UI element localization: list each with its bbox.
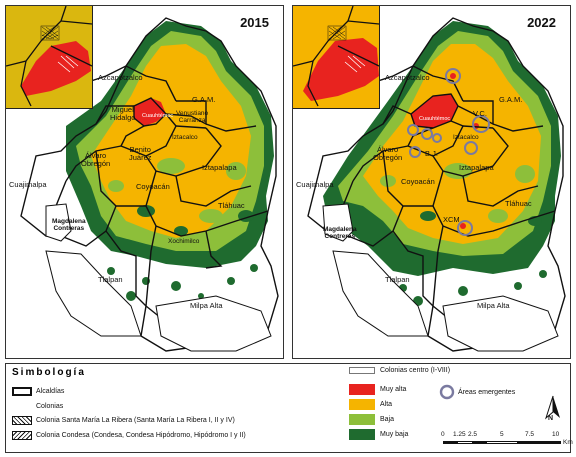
alcaldia-swatch (12, 387, 32, 396)
label-tlalpan: Tlalpan (98, 275, 123, 284)
category-label-2: Baja (380, 416, 395, 423)
year-label-2015: 2015 (240, 15, 269, 30)
urban-area-veryhigh (411, 94, 458, 128)
legend-areas-emergentes: Áreas emergentes (458, 389, 516, 396)
label-miguel-hidalgo: Miguel Hidalgo (110, 105, 136, 122)
inset-map-2022 (293, 6, 380, 109)
category-swatch-2 (349, 414, 375, 425)
map-2015-svg (20, 17, 279, 352)
category-swatch-3 (349, 429, 375, 440)
scale-tick-5: 10 (552, 431, 560, 438)
scale-tick-0: 0 (441, 431, 445, 438)
legend-alcaldias: Alcaldías (36, 388, 65, 395)
label-magdalena-contreras: Magdalena Contreras (52, 218, 86, 232)
label-tlahuac: Tláhuac (218, 201, 245, 210)
category-swatch-1 (349, 399, 375, 410)
label-iztapalapa: Iztapalapa (202, 163, 237, 172)
scale-tick-4: 7.5 (525, 431, 535, 438)
legend: Simbología Alcaldías Colonias Colonia Sa… (5, 363, 573, 453)
label-benito-juarez: Benito Juárez (129, 145, 152, 162)
colonias-centro-swatch (349, 367, 375, 374)
label-bj: B.J. (425, 149, 438, 158)
inset-map-2015 (6, 6, 93, 109)
scale-unit: Km (563, 439, 573, 446)
north-label: N (548, 415, 554, 422)
emergent-area-icon (439, 384, 455, 400)
scale-tick-3: 5 (500, 431, 504, 438)
santa-maria-swatch (12, 416, 32, 425)
label-vc: V.C. (473, 109, 487, 118)
category-swatch-0 (349, 384, 375, 395)
map-panel-2015: 2015 Cuajimalpa Azcapotzalco G.A.M. Migu… (5, 5, 284, 359)
emergent-areas (407, 68, 490, 236)
map-panel-2022: 2022 Cuajimalpa Azcapotzalco G.A.M. V.C.… (292, 5, 571, 359)
label-cuajimalpa: Cuajimalpa (9, 180, 47, 189)
scale-tick-1: 1.25 (453, 431, 466, 438)
label-azcapotzalco: Azcapotzalco (385, 73, 430, 82)
label-azcapotzalco: Azcapotzalco (98, 73, 143, 82)
legend-title: Simbología (12, 367, 86, 378)
north-arrow-icon (544, 395, 560, 420)
label-coyoacan: Coyoacán (401, 177, 435, 186)
label-xcm: XCM (443, 215, 460, 224)
map-2022-svg (307, 17, 566, 352)
label-xochimilco: Xochimilco (168, 238, 200, 245)
legend-condesa: Colonia Condesa (Condesa, Condesa Hipódr… (36, 432, 246, 439)
label-coyoacan: Coyoacán (136, 182, 170, 191)
label-cuauhtemoc: Cuauhtémoc (419, 116, 451, 122)
category-label-0: Muy alta (380, 386, 407, 393)
legend-colonias-centro: Colonias centro (I-VIII) (380, 367, 451, 374)
label-alvaro-obregon: Álvaro Obregón (81, 151, 111, 168)
label-iztacalco: Iztacalco (453, 134, 479, 141)
label-magdalena-contreras: Magdalena Contreras (323, 226, 357, 240)
scale-bar: 0 1.25 2.5 5 7.5 10 Km (441, 431, 573, 453)
legend-colonias: Colonias (36, 403, 64, 410)
label-milpa-alta: Milpa Alta (190, 301, 223, 310)
label-iztacalco: Iztacalco (172, 134, 198, 141)
scale-tick-2: 2.5 (468, 431, 478, 438)
category-label-1: Alta (380, 401, 393, 408)
label-alvaro-obregon: Álvaro Obregón (373, 145, 403, 162)
label-tlalpan: Tlalpan (385, 275, 410, 284)
urban-area-high (91, 44, 251, 238)
label-venustiano-carranza: Venustiano Carranza (176, 110, 209, 124)
condesa-swatch (12, 431, 32, 440)
year-label-2022: 2022 (527, 15, 556, 30)
label-gam: G.A.M. (499, 95, 523, 104)
label-tlahuac: Tláhuac (505, 199, 532, 208)
label-gam: G.A.M. (192, 95, 216, 104)
urban-area-high (363, 44, 541, 244)
category-label-3: Muy baja (380, 431, 409, 438)
label-cuajimalpa: Cuajimalpa (296, 180, 334, 189)
label-milpa-alta: Milpa Alta (477, 301, 510, 310)
label-cuauhtemoc: Cuauhtémoc (142, 113, 174, 119)
label-iztapalapa: Iztapalapa (459, 163, 494, 172)
legend-santa-maria: Colonia Santa María La Ribera (Santa Mar… (36, 417, 235, 424)
